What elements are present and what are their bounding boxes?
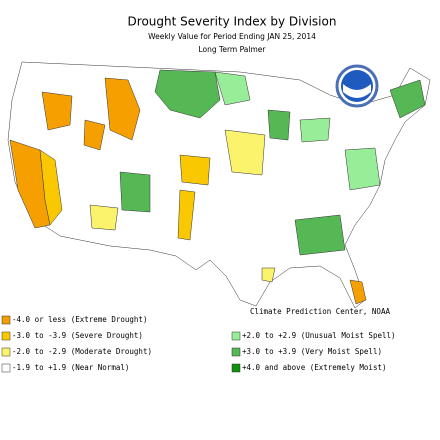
legend-label: -4.0 or less (Extreme Drought) (12, 315, 147, 324)
subtitle: Long Term Palmer (199, 45, 267, 54)
credit: Climate Prediction Center, NOAA (250, 307, 390, 316)
legend-label: -2.0 to -2.9 (Moderate Drought) (12, 347, 152, 356)
legend-swatch (1, 331, 11, 341)
legend-swatch (1, 315, 11, 325)
us-map (7, 61, 431, 309)
legend-label: -1.9 to +1.9 (Near Normal) (12, 363, 129, 372)
subtitle: Weekly Value for Period Ending JAN 25, 2… (148, 32, 316, 41)
legend-label: +2.0 to +2.9 (Unusual Moist Spell) (242, 331, 396, 340)
legend-label: +3.0 to +3.9 (Very Moist Spell) (242, 347, 382, 356)
legend-swatch (231, 347, 241, 357)
legend-swatch (1, 363, 11, 373)
legend-swatch (1, 347, 11, 357)
legend-swatch (231, 363, 241, 373)
legend-label: -3.0 to -3.9 (Severe Drought) (12, 331, 143, 340)
title: Drought Severity Index by Division (128, 15, 337, 29)
noaa-logo (335, 64, 379, 108)
legend: -4.0 or less (Extreme Drought) -3.0 to -3… (1, 315, 396, 373)
legend-swatch (231, 331, 241, 341)
legend-label: +4.0 and above (Extremely Moist) (242, 363, 387, 372)
